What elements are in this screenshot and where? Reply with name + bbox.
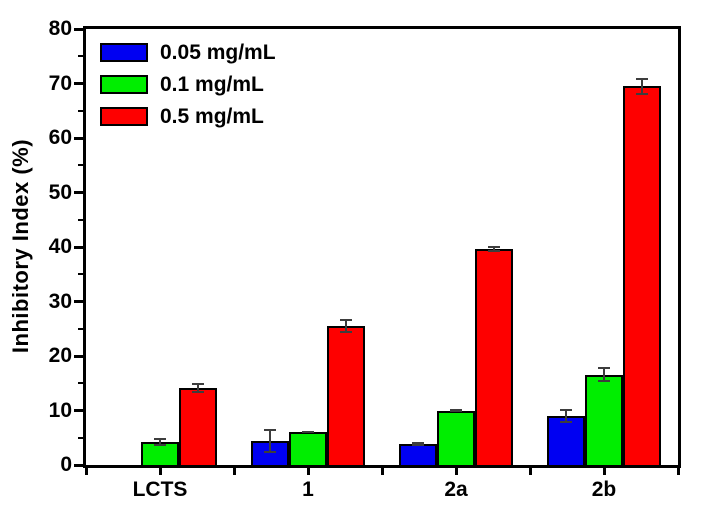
error-bar-cap-bottom (302, 430, 314, 433)
error-bar-cap-top (264, 429, 276, 432)
x-category-label: 1 (302, 478, 314, 501)
error-bar-line (603, 366, 605, 383)
error-bar-cap-top (598, 366, 610, 369)
error-bar-line (641, 77, 643, 95)
y-major-tick (74, 82, 83, 85)
y-minor-tick (78, 109, 83, 112)
bar-1-0.5-mg-mL (327, 326, 365, 465)
legend-label: 0.5 mg/mL (160, 105, 264, 128)
bar-2a-0.5-mg-mL (475, 249, 513, 465)
bar-2a-0.1-mg-mL (437, 410, 475, 465)
error-bar-cap-top (154, 438, 166, 441)
error-bar-cap-top (636, 77, 648, 80)
error-bar-cap-top (412, 442, 424, 445)
error-bar-cap-top (488, 245, 500, 248)
y-major-tick (74, 300, 83, 303)
x-boundary-tick (676, 468, 680, 475)
y-major-tick (74, 245, 83, 249)
x-category-tick (602, 468, 606, 475)
y-major-tick (74, 354, 83, 358)
error-bar-cap-bottom (340, 331, 352, 334)
legend-item: 0.5 mg/mL (100, 106, 276, 127)
error-bar-cap-bottom (488, 250, 500, 253)
error-bar-line (417, 442, 419, 447)
y-tick-label: 40 (48, 235, 72, 258)
x-category-label: LCTS (132, 478, 188, 501)
bar-1-0.1-mg-mL (289, 431, 327, 465)
y-major-tick (74, 409, 83, 412)
error-bar-cap-bottom (154, 443, 166, 446)
x-boundary-tick (528, 468, 532, 475)
x-boundary-tick (380, 468, 384, 475)
y-tick-label: 50 (48, 180, 72, 204)
error-bar-cap-bottom (450, 410, 462, 413)
x-boundary-tick (232, 468, 236, 475)
legend-item: 0.05 mg/mL (100, 42, 276, 63)
legend-swatch-0.1-mg-mL (100, 75, 148, 94)
y-major-tick (74, 463, 83, 467)
y-minor-tick (78, 164, 83, 167)
bar-LCTS-0.5-mg-mL (179, 387, 217, 465)
y-minor-tick (78, 273, 83, 276)
bar-2b-0.1-mg-mL (585, 374, 623, 465)
error-bar-cap-top (560, 409, 572, 412)
y-major-tick (74, 191, 83, 194)
y-minor-tick (78, 55, 83, 58)
y-major-tick (74, 27, 83, 31)
bar-2a-0.05-mg-mL (399, 444, 437, 465)
legend-swatch-0.5-mg-mL (100, 107, 148, 126)
x-category-label: 2b (591, 478, 617, 501)
error-bar-cap-bottom (264, 451, 276, 454)
legend-item: 0.1 mg/mL (100, 74, 276, 95)
y-major-tick (74, 136, 83, 140)
x-category-label: 2a (444, 478, 468, 501)
bar-2b-0.5-mg-mL (623, 86, 661, 465)
y-tick-label: 30 (48, 289, 72, 313)
error-bar-cap-top (450, 408, 462, 411)
error-bar-line (269, 429, 271, 454)
error-bar-line (345, 318, 347, 334)
legend-swatch-0.05-mg-mL (100, 43, 148, 62)
error-bar-cap-top (192, 382, 204, 385)
y-tick-label: 60 (48, 126, 72, 149)
y-tick-label: 70 (48, 71, 72, 95)
y-minor-tick (78, 436, 83, 439)
error-bar-line (493, 245, 495, 253)
y-minor-tick (78, 382, 83, 385)
legend-label: 0.05 mg/mL (160, 41, 276, 64)
y-tick-label: 20 (48, 344, 72, 367)
y-tick-label: 0 (60, 453, 72, 476)
error-bar-cap-bottom (636, 92, 648, 95)
legend: 0.05 mg/mL 0.1 mg/mL 0.5 mg/mL (100, 42, 276, 127)
error-bar-cap-bottom (192, 390, 204, 393)
error-bar-cap-bottom (598, 380, 610, 383)
error-bar-line (565, 409, 567, 423)
error-bar-line (159, 438, 161, 446)
x-category-tick (158, 468, 162, 475)
error-bar-cap-bottom (412, 444, 424, 447)
error-bar-line (197, 382, 199, 393)
y-minor-tick (78, 327, 83, 330)
y-tick-label: 10 (48, 398, 72, 422)
x-boundary-tick (84, 468, 88, 475)
error-bar-cap-bottom (560, 420, 572, 423)
plot-area: 0.05 mg/mL 0.1 mg/mL 0.5 mg/mL 0 10 20 30 40 50… (49, 17, 681, 501)
x-category-tick (306, 468, 310, 475)
x-category-tick (454, 468, 458, 475)
bar-2b-0.05-mg-mL (547, 415, 585, 465)
y-minor-tick (78, 218, 83, 221)
error-bar-cap-top (340, 318, 352, 321)
legend-label: 0.1 mg/mL (160, 73, 264, 96)
y-tick-label: 80 (48, 17, 72, 40)
